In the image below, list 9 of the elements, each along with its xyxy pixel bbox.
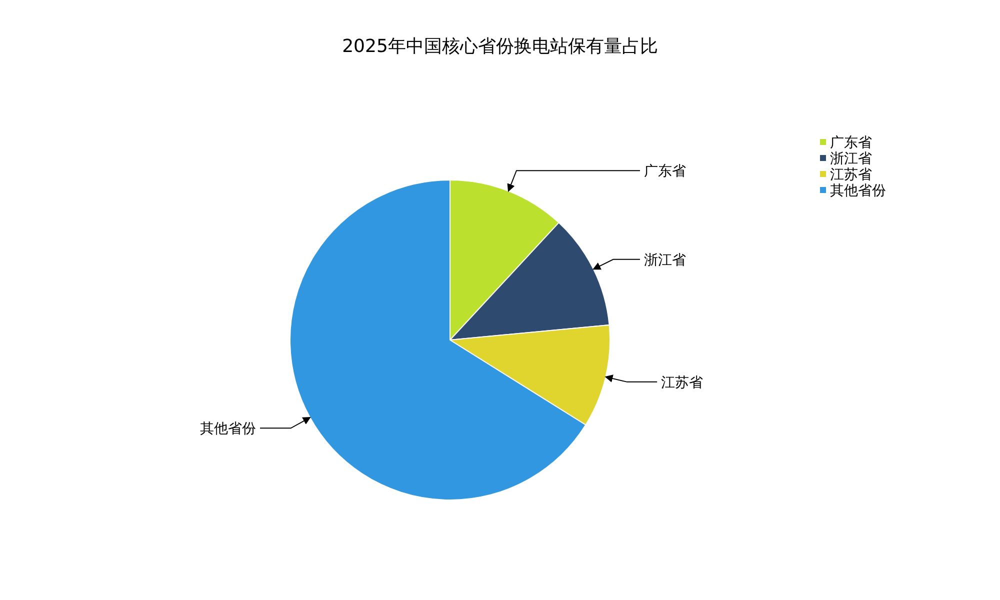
chart-title: 2025年中国核心省份换电站保有量占比: [342, 36, 658, 57]
legend-label: 广东省: [830, 135, 872, 151]
legend-label: 其他省份: [830, 183, 886, 199]
legend-label: 浙江省: [830, 151, 872, 167]
slice-label: 广东省: [644, 164, 686, 180]
slice-label: 其他省份: [200, 421, 256, 438]
slice-label: 浙江省: [644, 252, 686, 268]
slice-label: 江苏省: [661, 374, 704, 391]
legend-label: 江苏省: [830, 167, 872, 183]
